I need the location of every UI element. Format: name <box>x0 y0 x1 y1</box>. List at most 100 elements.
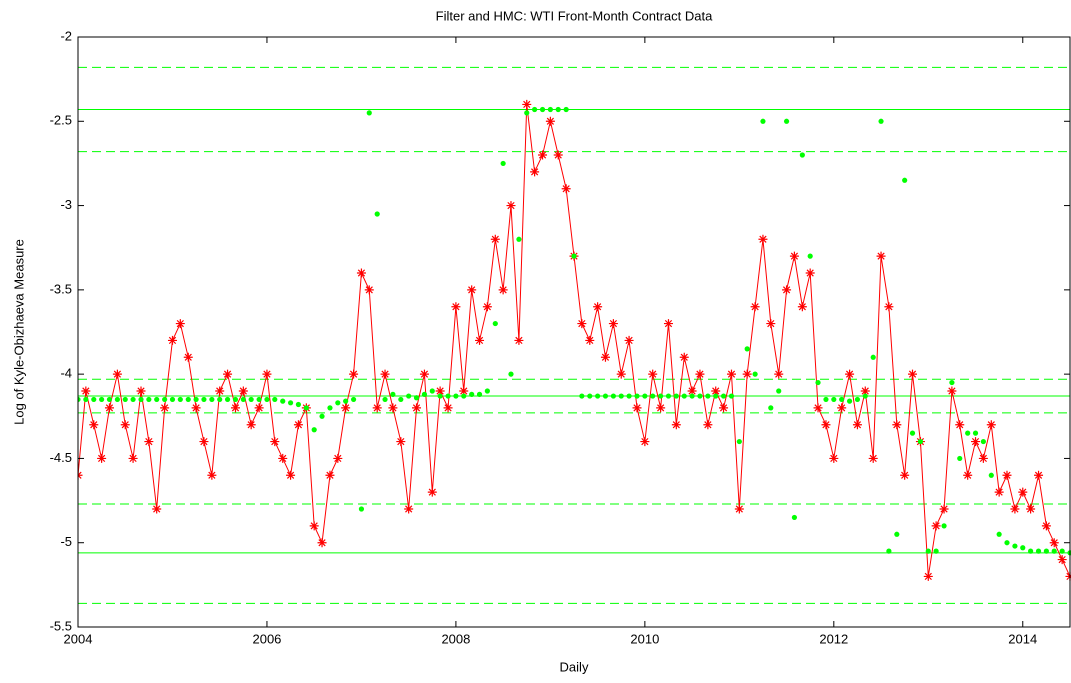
star-marker <box>986 420 996 430</box>
dot-marker <box>1035 548 1042 554</box>
star-marker <box>333 453 343 463</box>
star-marker <box>892 420 902 430</box>
dot-marker <box>972 430 979 436</box>
dot-marker <box>280 398 286 404</box>
star-marker <box>522 99 532 109</box>
dot-marker <box>571 253 577 259</box>
star-marker <box>971 437 981 447</box>
dot-marker <box>839 396 845 403</box>
star-marker <box>632 403 642 413</box>
star-marker <box>396 437 406 447</box>
star-marker <box>553 150 563 160</box>
y-tick-label: -4 <box>60 366 72 381</box>
dot-marker <box>256 396 262 403</box>
dot-marker <box>602 393 609 399</box>
star-marker <box>829 453 839 463</box>
star-marker <box>490 234 500 244</box>
dot-marker <box>240 396 246 403</box>
dot-marker <box>768 405 774 411</box>
dot-marker <box>1020 545 1026 551</box>
star-marker <box>207 470 217 480</box>
dot-marker <box>524 110 530 116</box>
star-marker <box>199 437 209 447</box>
dot-marker <box>965 430 971 436</box>
dot-marker <box>1004 540 1010 546</box>
y-tick-label: -2.5 <box>50 113 72 128</box>
dot-marker <box>933 548 939 554</box>
dot-marker <box>406 393 412 399</box>
star-marker <box>994 487 1004 497</box>
dot-marker <box>413 395 420 401</box>
plot-area <box>78 37 1070 627</box>
star-marker <box>388 403 398 413</box>
dot-marker <box>295 401 302 408</box>
dot-marker <box>823 396 829 403</box>
star-marker <box>238 386 248 396</box>
star-marker <box>530 167 540 177</box>
x-tick-label: 2014 <box>1008 631 1037 646</box>
dot-marker <box>760 118 766 124</box>
dot-marker <box>106 396 113 403</box>
star-marker <box>262 369 272 379</box>
star-marker <box>585 335 595 345</box>
dot-marker <box>1012 543 1018 549</box>
star-marker <box>293 420 303 430</box>
x-tick-label: 2012 <box>819 631 848 646</box>
star-marker <box>663 319 673 329</box>
star-marker <box>112 369 122 379</box>
star-marker <box>459 386 469 396</box>
dot-marker <box>264 396 270 403</box>
dot-marker <box>870 354 876 360</box>
dot-marker <box>390 391 396 397</box>
star-marker <box>104 403 114 413</box>
star-marker <box>608 319 618 329</box>
dot-marker <box>500 160 506 167</box>
star-marker <box>593 302 603 312</box>
dot-marker <box>799 152 805 158</box>
star-marker <box>782 285 792 295</box>
dot-marker <box>807 253 813 259</box>
star-marker <box>640 437 650 447</box>
dot-marker <box>287 400 294 406</box>
star-marker <box>404 504 414 514</box>
dot-marker <box>539 106 546 113</box>
dot-marker <box>516 236 522 242</box>
dot-marker <box>988 472 994 478</box>
dot-marker <box>327 405 333 411</box>
star-marker <box>1049 538 1059 548</box>
y-tick-label: -4.5 <box>50 450 72 465</box>
dot-marker <box>634 393 640 399</box>
star-marker <box>372 403 382 413</box>
star-marker <box>845 369 855 379</box>
star-marker <box>1057 555 1067 565</box>
dot-marker <box>736 438 742 445</box>
dot-marker <box>99 396 105 403</box>
dot-marker <box>720 393 727 399</box>
dot-marker <box>878 118 884 124</box>
star-marker <box>1041 521 1051 531</box>
dot-marker <box>1051 548 1057 554</box>
dot-marker <box>476 391 483 397</box>
dot-marker <box>752 371 758 377</box>
dot-marker <box>232 396 239 403</box>
dot-marker <box>909 430 916 436</box>
dot-marker <box>343 398 349 404</box>
dot-marker <box>783 118 790 124</box>
star-marker <box>805 268 815 278</box>
dot-marker <box>429 388 435 394</box>
dot-marker <box>941 523 947 529</box>
star-marker <box>978 453 988 463</box>
dot-marker <box>776 388 782 394</box>
x-axis-label: Daily <box>560 659 589 674</box>
star-marker <box>341 403 351 413</box>
dot-marker <box>366 110 372 116</box>
dot-marker <box>547 106 553 113</box>
star-marker <box>695 369 705 379</box>
dot-marker <box>201 396 207 403</box>
dot-marker <box>705 393 711 399</box>
dot-marker <box>398 396 404 403</box>
star-marker <box>1002 470 1012 480</box>
star-marker <box>766 319 776 329</box>
star-marker <box>427 487 437 497</box>
star-marker <box>687 386 697 396</box>
